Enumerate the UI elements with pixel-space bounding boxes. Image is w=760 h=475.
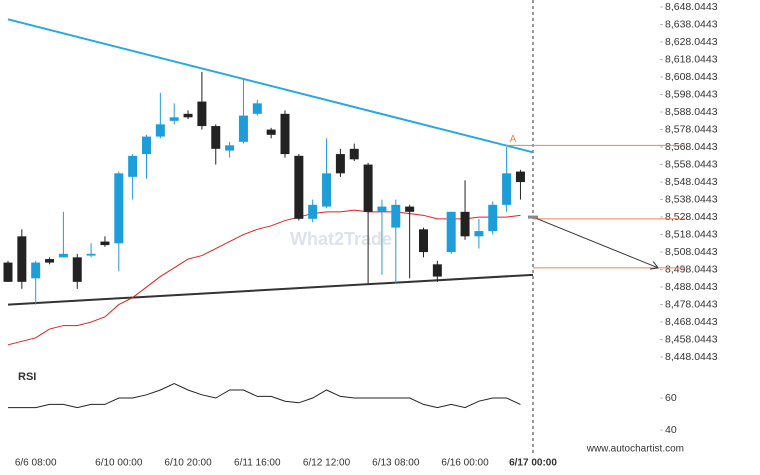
candle-body [432, 264, 442, 277]
y-tick-label: 8,558.0443 [665, 158, 718, 170]
y-tick-label: 8,478.0443 [665, 298, 718, 310]
candle-body [17, 236, 27, 282]
candle-body [252, 103, 262, 114]
candle-body [280, 113, 290, 155]
candle-body [45, 259, 55, 263]
candle-body [72, 257, 82, 282]
candle-body [349, 148, 359, 160]
candle-body [114, 173, 124, 244]
candle-body [183, 113, 193, 118]
candle-body [308, 204, 318, 219]
candle-body [211, 126, 221, 149]
y-tick-label: 8,468.0443 [665, 316, 718, 328]
y-tick-label: 8,608.0443 [665, 71, 718, 83]
candle-body [31, 262, 41, 279]
y-tick-label: 8,578.0443 [665, 123, 718, 135]
x-tick-label: 6/11 16:00 [234, 458, 281, 469]
x-tick-label: 6/16 00:00 [441, 458, 489, 469]
y-tick-label: 8,548.0443 [665, 176, 718, 188]
candle-body [419, 229, 428, 253]
y-tick-label: 8,528.0443 [665, 211, 718, 223]
candle-body [197, 101, 207, 127]
y-tick-label: 8,508.0443 [665, 246, 718, 258]
x-tick-label: 6/13 08:00 [372, 458, 420, 469]
arrow-head [650, 261, 659, 270]
pattern-label: A [510, 134, 517, 145]
candle-body [474, 231, 484, 237]
current-price-marker [528, 215, 538, 219]
y-tick-label: 8,498.0443 [665, 263, 718, 275]
y-tick-label: 8,618.0443 [665, 53, 718, 65]
candle-body [502, 173, 512, 205]
candle-body [391, 204, 401, 228]
candle-body [238, 115, 248, 142]
y-tick-label: 8,628.0443 [665, 36, 718, 48]
rsi-line [8, 383, 521, 409]
support-line [7, 273, 534, 306]
y-tick-label: 8,588.0443 [665, 106, 718, 118]
rsi-title: RSI [18, 371, 36, 383]
rsi-tick-label: 60 [665, 392, 677, 404]
y-tick-label: 8,458.0443 [665, 333, 718, 345]
candle-body [225, 145, 235, 151]
candle-body [335, 154, 345, 174]
forecast-arrow [532, 216, 659, 269]
candle-body [155, 124, 165, 137]
candle-body [58, 253, 68, 258]
candle-body [3, 262, 13, 282]
candle-body [100, 241, 110, 246]
candle-body [169, 117, 179, 121]
y-tick-label: 8,638.0443 [665, 18, 718, 30]
moving-average [7, 209, 521, 346]
y-tick-label: 8,488.0443 [665, 281, 718, 293]
current-time-label: 6/17 00:00 [509, 458, 557, 469]
candle-body [363, 164, 373, 212]
candle-body [377, 206, 387, 212]
y-tick-label: 8,538.0443 [665, 193, 718, 205]
x-tick-label: 6/12 12:00 [303, 458, 351, 469]
source: www.autochartist.com [586, 444, 684, 455]
x-tick-label: 6/10 20:00 [164, 458, 212, 469]
candle-body [128, 155, 138, 177]
candle-body [294, 155, 304, 219]
candle-body [488, 204, 498, 232]
candle-body [460, 211, 470, 237]
y-tick-label: 8,448.0443 [665, 351, 718, 363]
candle-body [322, 173, 332, 207]
candle-body [142, 136, 151, 155]
y-tick-label: 8,598.0443 [665, 88, 718, 100]
resistance-line [7, 18, 534, 154]
candle-body [266, 129, 276, 135]
candle-body [515, 171, 525, 183]
candle-body [446, 211, 456, 253]
candle-body [86, 253, 96, 256]
y-tick-label: 8,648.0443 [665, 1, 718, 13]
watermark: What2Trade [290, 229, 392, 249]
x-tick-label: 6/6 08:00 [15, 458, 57, 469]
candle-body [405, 206, 415, 212]
y-tick-label: 8,568.0443 [665, 141, 718, 153]
rsi-tick-label: 40 [665, 424, 677, 436]
y-tick-label: 8,518.0443 [665, 228, 718, 240]
x-tick-label: 6/10 00:00 [95, 458, 143, 469]
